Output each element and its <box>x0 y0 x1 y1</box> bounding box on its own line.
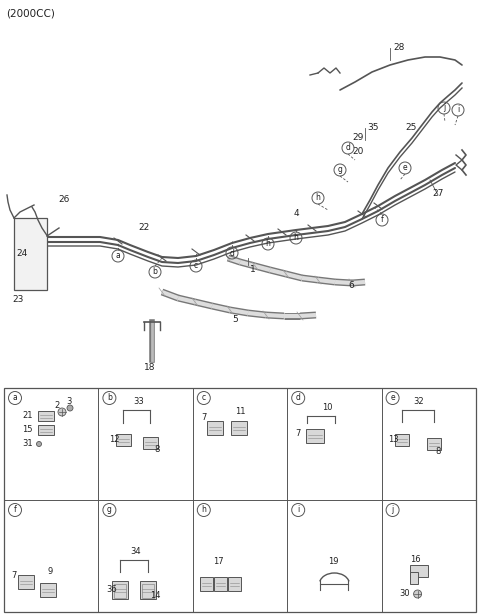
Text: b: b <box>153 268 157 277</box>
Text: 33: 33 <box>133 397 144 407</box>
Text: 22: 22 <box>138 223 149 232</box>
Bar <box>4 388 476 612</box>
Text: 11: 11 <box>235 408 245 416</box>
Bar <box>143 437 158 449</box>
Text: g: g <box>337 165 342 175</box>
Text: 32: 32 <box>414 397 424 407</box>
Bar <box>14 218 47 290</box>
Text: c: c <box>202 394 206 402</box>
Bar <box>38 411 54 421</box>
Text: 7: 7 <box>11 571 16 581</box>
Text: 23: 23 <box>12 295 24 304</box>
Bar <box>306 429 324 443</box>
Text: 17: 17 <box>213 558 223 566</box>
Text: 20: 20 <box>352 148 363 156</box>
Text: i: i <box>297 506 300 515</box>
Text: f: f <box>13 506 16 515</box>
Bar <box>38 425 54 435</box>
Bar <box>140 581 156 599</box>
Text: 29: 29 <box>352 133 363 143</box>
Text: 7: 7 <box>201 413 206 423</box>
Text: 12: 12 <box>109 435 120 445</box>
Text: a: a <box>12 394 17 402</box>
Bar <box>112 581 129 599</box>
Bar <box>143 584 155 598</box>
Bar <box>200 577 213 591</box>
Bar <box>18 575 34 589</box>
Text: f: f <box>381 215 384 224</box>
Circle shape <box>67 405 73 411</box>
Text: i: i <box>457 106 459 114</box>
Bar <box>207 421 223 435</box>
Text: d: d <box>229 248 234 258</box>
Text: 2: 2 <box>54 402 59 410</box>
Bar <box>228 577 241 591</box>
Text: 6: 6 <box>348 282 354 290</box>
Text: b: b <box>107 394 112 402</box>
Text: 30: 30 <box>399 590 410 598</box>
Text: 8: 8 <box>436 446 441 456</box>
Bar <box>395 434 408 446</box>
Text: 5: 5 <box>232 315 238 325</box>
Text: 3: 3 <box>66 397 72 405</box>
Text: a: a <box>116 252 120 261</box>
Text: 25: 25 <box>405 124 416 132</box>
Text: 9: 9 <box>48 568 53 576</box>
Text: 16: 16 <box>409 555 420 565</box>
Text: 34: 34 <box>131 547 141 557</box>
Text: 4: 4 <box>294 208 300 218</box>
Bar <box>427 438 441 450</box>
Text: 7: 7 <box>295 429 300 437</box>
Text: 1: 1 <box>250 266 256 274</box>
Bar <box>214 577 228 591</box>
Text: 19: 19 <box>328 558 339 566</box>
Bar <box>116 434 131 446</box>
Circle shape <box>36 442 41 446</box>
Text: d: d <box>296 394 300 402</box>
Text: 13: 13 <box>388 435 398 445</box>
Text: (2000CC): (2000CC) <box>6 8 55 18</box>
Text: e: e <box>390 394 395 402</box>
Bar <box>409 565 428 577</box>
Text: h: h <box>265 239 270 248</box>
Bar <box>40 583 56 597</box>
Text: d: d <box>346 143 350 153</box>
Text: h: h <box>294 234 299 242</box>
Text: 36: 36 <box>107 585 117 595</box>
Circle shape <box>58 408 66 416</box>
Text: 24: 24 <box>16 248 27 258</box>
Text: 27: 27 <box>432 189 444 197</box>
Text: 26: 26 <box>58 196 70 205</box>
Text: 35: 35 <box>367 122 379 132</box>
Text: 31: 31 <box>22 440 33 448</box>
Text: 18: 18 <box>144 363 156 373</box>
Bar <box>114 584 126 598</box>
Text: 15: 15 <box>22 426 33 435</box>
Text: e: e <box>403 164 408 172</box>
Circle shape <box>414 590 421 598</box>
Text: c: c <box>194 261 198 271</box>
Text: g: g <box>107 506 112 515</box>
Text: j: j <box>443 103 445 113</box>
Text: h: h <box>202 506 206 515</box>
Text: h: h <box>315 194 321 202</box>
Text: 28: 28 <box>393 44 404 52</box>
Bar <box>231 421 247 435</box>
Text: 14: 14 <box>150 592 161 600</box>
Text: 21: 21 <box>22 411 33 421</box>
Bar <box>409 572 418 584</box>
Text: 10: 10 <box>322 403 333 413</box>
Text: j: j <box>392 506 394 515</box>
Text: 8: 8 <box>155 445 160 454</box>
